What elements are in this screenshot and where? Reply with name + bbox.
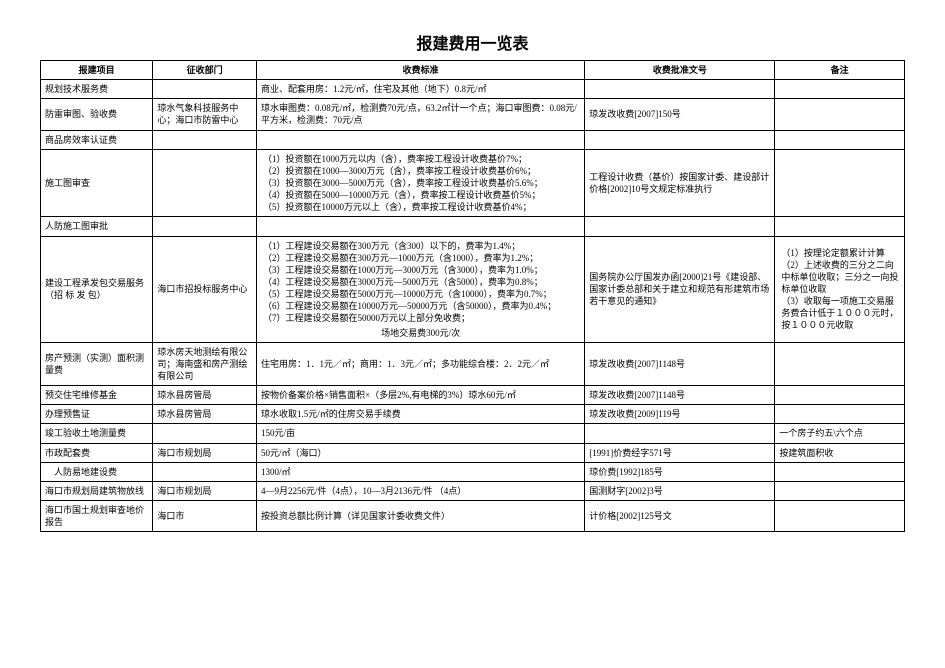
cell-standard: 50元/㎡（海口） — [256, 443, 584, 462]
cell-dept — [153, 424, 257, 443]
cell-standard: 琼水审图费：0.08元/㎡，检测费70元/点，63.2㎡计一个点；海口审图费：0… — [256, 99, 584, 130]
cell-doc: 琼发改收费[2007]1148号 — [585, 386, 775, 405]
cell-item: 海口市规划局建筑物放线 — [41, 481, 153, 500]
cell-remark — [775, 342, 905, 385]
table-row: 人防易地建设费 1300/㎡琼价费[1992]185号 — [41, 462, 905, 481]
cell-item: 办理预售证 — [41, 405, 153, 424]
cell-item: 施工图审查 — [41, 149, 153, 217]
page-title: 报建费用一览表 — [40, 30, 905, 54]
cell-item: 房产预测（实测）面积测量费 — [41, 342, 153, 385]
cell-item: 规划技术服务费 — [41, 80, 153, 99]
cell-standard: 1300/㎡ — [256, 462, 584, 481]
cell-standard: 按投资总额比例计算（详见国家计委收费文件） — [256, 500, 584, 531]
cell-dept — [153, 217, 257, 236]
header-dept: 征收部门 — [153, 61, 257, 80]
header-remark: 备注 — [775, 61, 905, 80]
table-body: 规划技术服务费商业、配套用房：1.2元/㎡，住宅及其他（地下）0.8元/㎡防雷审… — [41, 80, 905, 532]
cell-doc: 国务院办公厅国发办函[2000]21号《建设部、国家计委总部和关于建立和规范有形… — [585, 236, 775, 342]
cell-item: 市政配套费 — [41, 443, 153, 462]
cell-doc — [585, 80, 775, 99]
cell-remark — [775, 462, 905, 481]
cell-standard — [256, 217, 584, 236]
cell-dept — [153, 462, 257, 481]
cell-dept: 琼水房天地测绘有限公司；海南盛和房产测绘有限公司 — [153, 342, 257, 385]
cell-dept: 海口市规划局 — [153, 481, 257, 500]
cell-remark: （1）按理论定额累计计算（2）上述收费的三分之二向中标单位收取；三分之一向投标单… — [775, 236, 905, 342]
table-row: 市政配套费海口市规划局50元/㎡（海口）[1991]价费经字571号按建筑面积收 — [41, 443, 905, 462]
cell-remark — [775, 130, 905, 149]
cell-item: 竣工验收土地测量费 — [41, 424, 153, 443]
cell-doc: 琼价费[1992]185号 — [585, 462, 775, 481]
cell-doc — [585, 424, 775, 443]
cell-dept — [153, 80, 257, 99]
cell-doc: 琼发改收费[2007]150号 — [585, 99, 775, 130]
cell-standard — [256, 130, 584, 149]
table-row: 预交住宅维修基金琼水县房管局按物价备案价格×销售面积×（多层2%,有电梯的3%）… — [41, 386, 905, 405]
cell-doc: [1991]价费经字571号 — [585, 443, 775, 462]
cell-remark — [775, 386, 905, 405]
cell-doc: 琼发改收费[2007]1148号 — [585, 342, 775, 385]
cell-item: 人防施工图审批 — [41, 217, 153, 236]
cell-remark — [775, 80, 905, 99]
cell-remark — [775, 149, 905, 217]
cell-remark — [775, 99, 905, 130]
cell-standard: 商业、配套用房：1.2元/㎡，住宅及其他（地下）0.8元/㎡ — [256, 80, 584, 99]
fee-table: 报建项目 征收部门 收费标准 收费批准文号 备注 规划技术服务费 商业、配套用房：… — [40, 60, 905, 532]
cell-remark: 一个房子约五\六个点 — [775, 424, 905, 443]
cell-item: 人防易地建设费 — [41, 462, 153, 481]
table-row: 房产预测（实测）面积测量费琼水房天地测绘有限公司；海南盛和房产测绘有限公司住宅用… — [41, 342, 905, 385]
cell-doc: 琼发改收费[2009]119号 — [585, 405, 775, 424]
table-row: 规划技术服务费 商业、配套用房：1.2元/㎡，住宅及其他（地下）0.8元/㎡ — [41, 80, 905, 99]
table-row: 防雷审图、验收费琼水气象科技服务中心；海口市防雷中心琼水审图费：0.08元/㎡，… — [41, 99, 905, 130]
cell-remark: 按建筑面积收 — [775, 443, 905, 462]
header-standard: 收费标准 — [256, 61, 584, 80]
header-doc: 收费批准文号 — [585, 61, 775, 80]
table-row: 竣工验收土地测量费 150元/亩 一个房子约五\六个点 — [41, 424, 905, 443]
cell-dept: 琼水县房管局 — [153, 386, 257, 405]
cell-remark — [775, 405, 905, 424]
table-row: 海口市国土规划审查地价报告海口市按投资总额比例计算（详见国家计委收费文件）计价格… — [41, 500, 905, 531]
cell-dept — [153, 130, 257, 149]
cell-dept: 琼水气象科技服务中心；海口市防雷中心 — [153, 99, 257, 130]
table-header-row: 报建项目 征收部门 收费标准 收费批准文号 备注 — [41, 61, 905, 80]
cell-doc: 计价格[2002]125号文 — [585, 500, 775, 531]
header-item: 报建项目 — [41, 61, 153, 80]
cell-standard: 琼水收取1.5元/㎡的住房交易手续费 — [256, 405, 584, 424]
cell-dept: 海口市招投标服务中心 — [153, 236, 257, 342]
cell-standard: 住宅用房：1．1元／㎡；商用：1．3元／㎡；多功能综合楼：2．2元／㎡ — [256, 342, 584, 385]
table-row: 海口市规划局建筑物放线海口市规划局4—9月2256元/件（4点），10—3月21… — [41, 481, 905, 500]
cell-item: 建设工程承发包交易服务（招 标 发 包） — [41, 236, 153, 342]
cell-item: 海口市国土规划审查地价报告 — [41, 500, 153, 531]
cell-standard: （1）投资额在1000万元以内（含），费率按工程设计收费基价7%；（2）投资额在… — [256, 149, 584, 217]
cell-standard: 4—9月2256元/件（4点），10—3月2136元/件 （4点） — [256, 481, 584, 500]
cell-doc: 国测财字[2002]3号 — [585, 481, 775, 500]
cell-dept: 海口市规划局 — [153, 443, 257, 462]
cell-remark — [775, 481, 905, 500]
cell-remark — [775, 500, 905, 531]
cell-item: 商品房效率认证费 — [41, 130, 153, 149]
table-row: 商品房效率认证费 — [41, 130, 905, 149]
cell-doc — [585, 217, 775, 236]
table-row: 施工图审查 （1）投资额在1000万元以内（含），费率按工程设计收费基价7%；（2… — [41, 149, 905, 217]
cell-doc: 工程设计收费（基价）按国家计委、建设部计价格[2002]10号文规定标准执行 — [585, 149, 775, 217]
cell-standard: 150元/亩 — [256, 424, 584, 443]
cell-dept: 海口市 — [153, 500, 257, 531]
table-row: 建设工程承发包交易服务（招 标 发 包）海口市招投标服务中心（1）工程建设交易额… — [41, 236, 905, 342]
cell-dept: 琼水县房管局 — [153, 405, 257, 424]
cell-standard: 按物价备案价格×销售面积×（多层2%,有电梯的3%）琼水60元/㎡ — [256, 386, 584, 405]
table-row: 办理预售证琼水县房管局琼水收取1.5元/㎡的住房交易手续费琼发改收费[2009]… — [41, 405, 905, 424]
cell-standard: （1）工程建设交易额在300万元（含300）以下的，费率为1.4%；（2）工程建… — [256, 236, 584, 342]
cell-dept — [153, 149, 257, 217]
cell-remark — [775, 217, 905, 236]
cell-item: 预交住宅维修基金 — [41, 386, 153, 405]
cell-item: 防雷审图、验收费 — [41, 99, 153, 130]
table-row: 人防施工图审批 — [41, 217, 905, 236]
cell-doc — [585, 130, 775, 149]
